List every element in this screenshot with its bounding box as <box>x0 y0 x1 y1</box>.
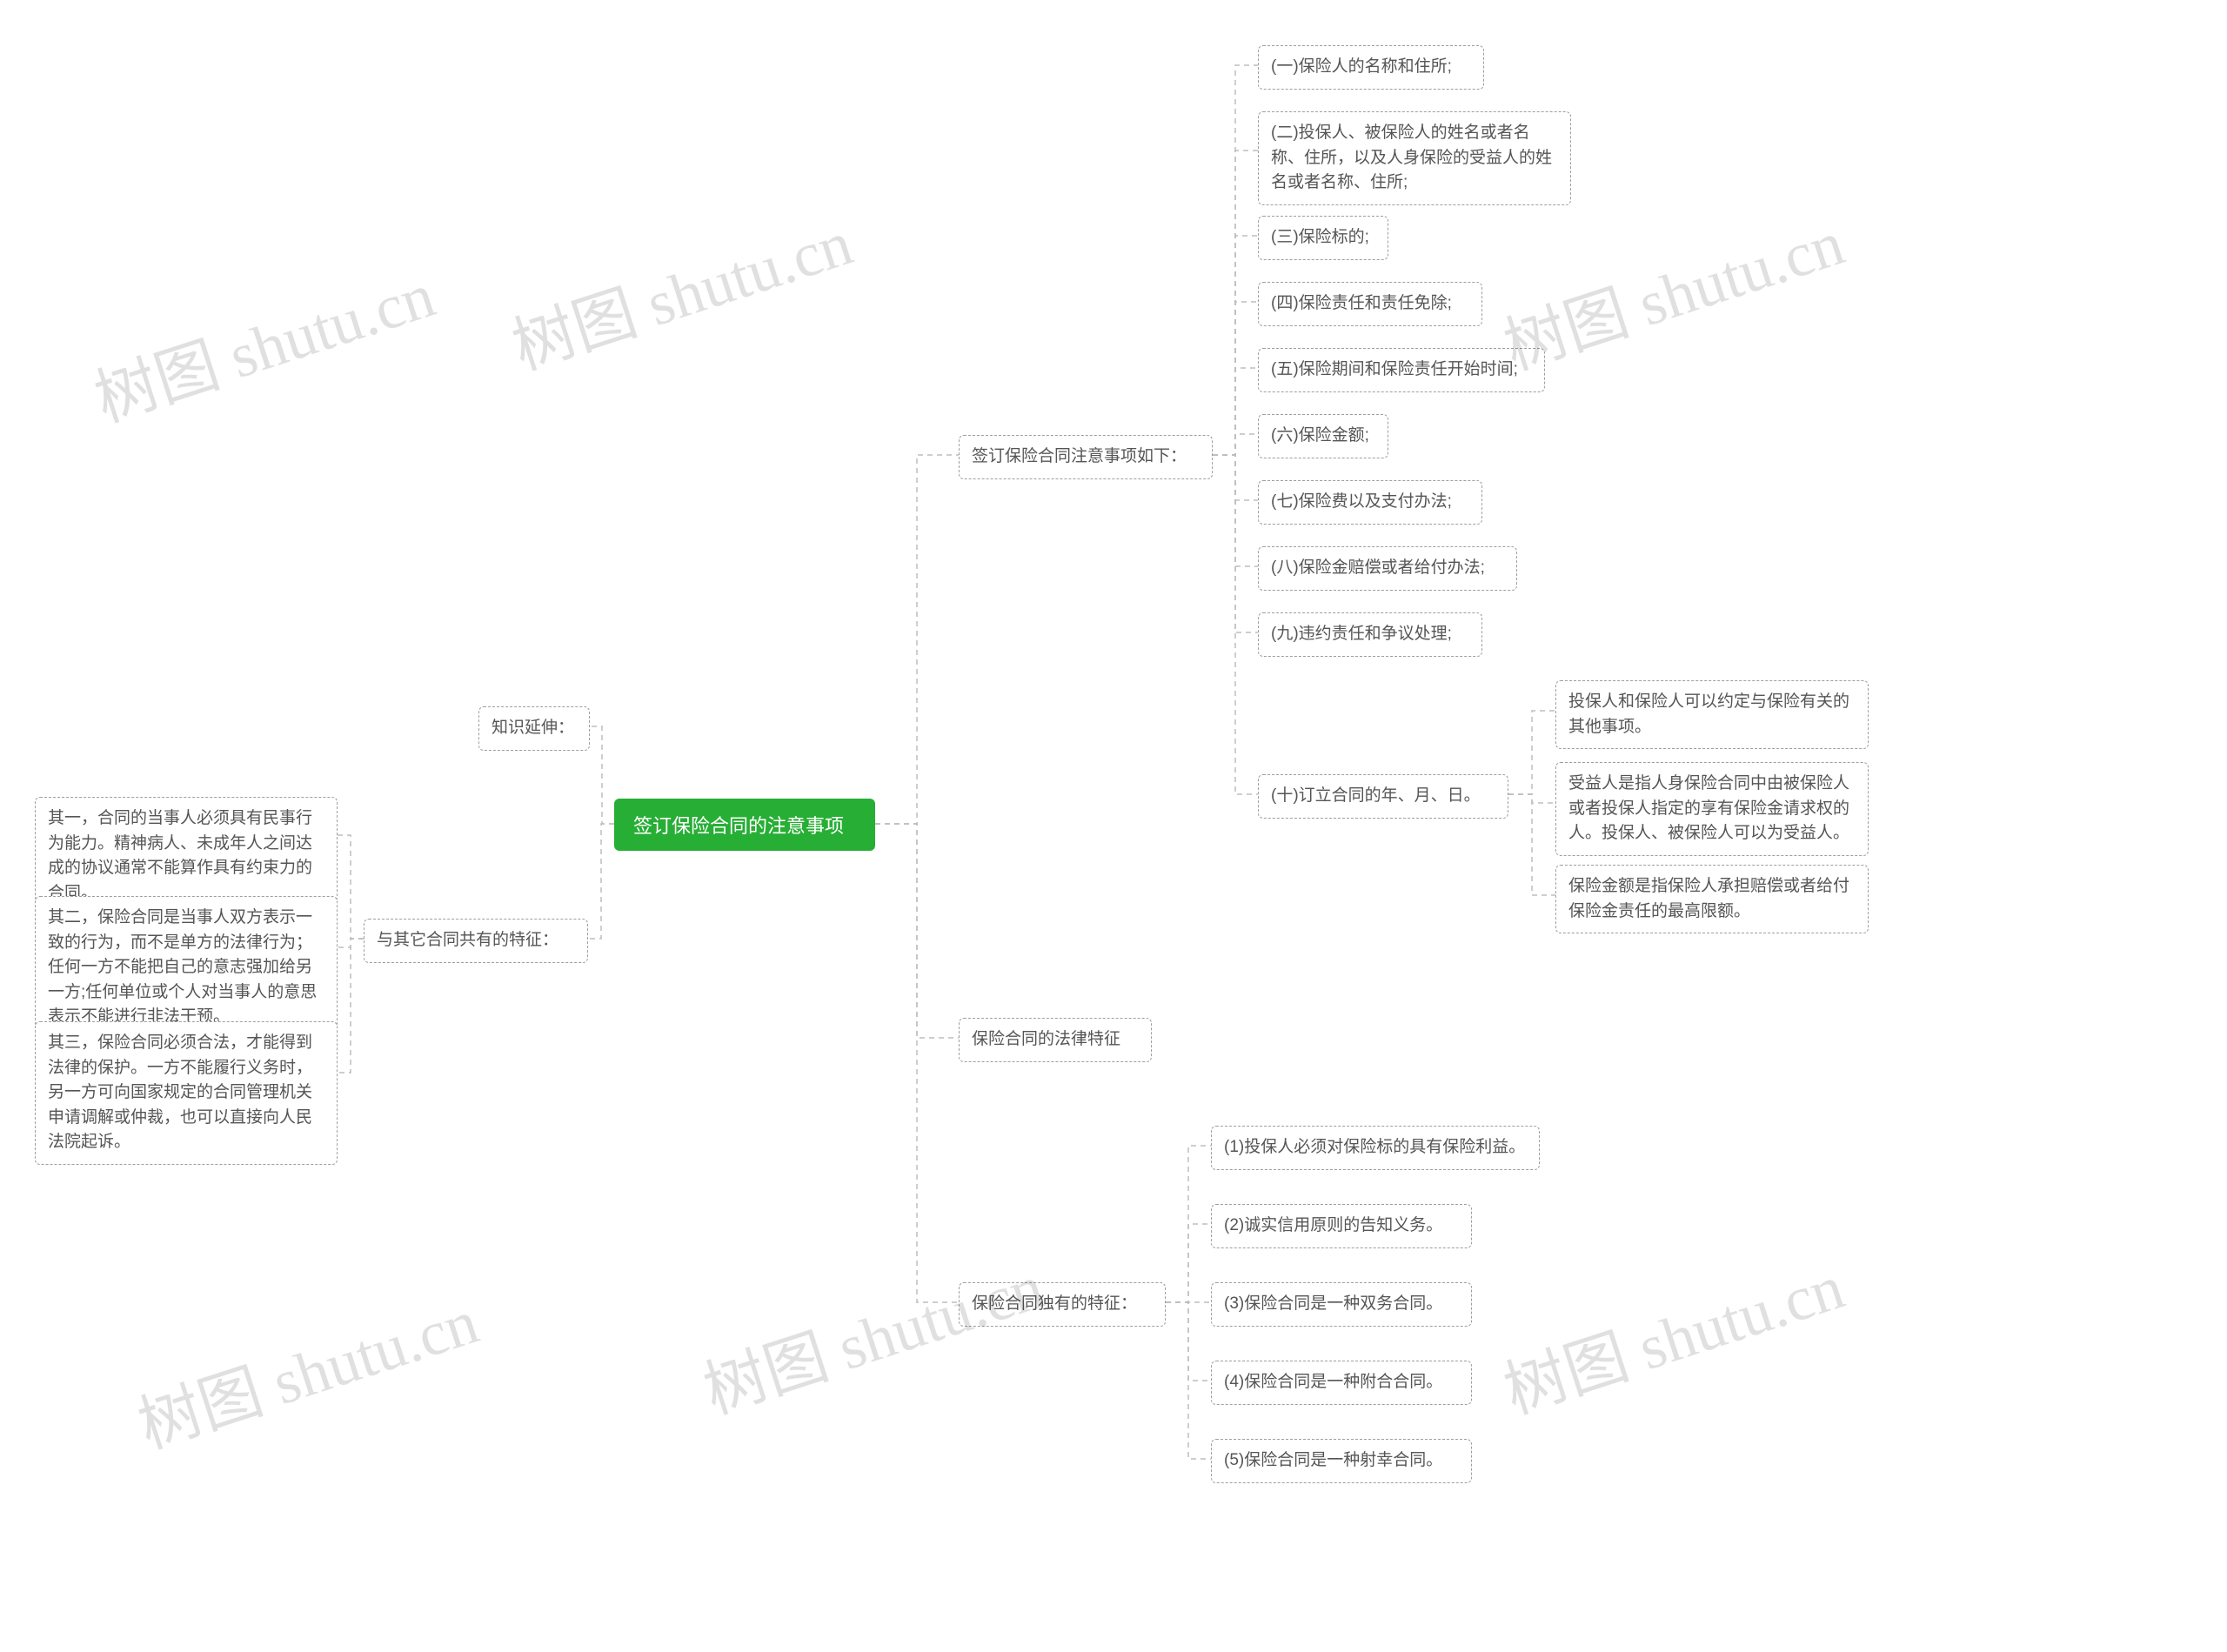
branch-l2: 与其它合同共有的特征： <box>364 919 588 963</box>
leaf-r1a: (一)保险人的名称和住所; <box>1258 45 1484 90</box>
leaf-r1d: (四)保险责任和责任免除; <box>1258 282 1482 326</box>
branch-l1: 知识延伸： <box>478 706 590 751</box>
leaf-l2b: 其二，保险合同是当事人双方表示一致的行为，而不是单方的法律行为；任何一方不能把自… <box>35 896 338 1040</box>
branch-r2: 保险合同的法律特征 <box>959 1018 1152 1062</box>
leaf-r3b: (2)诚实信用原则的告知义务。 <box>1211 1204 1472 1248</box>
leaf-r1j: (十)订立合同的年、月、日。 <box>1258 774 1508 819</box>
leaf-r3c: (3)保险合同是一种双务合同。 <box>1211 1282 1472 1327</box>
leaf-r1i: (九)违约责任和争议处理; <box>1258 612 1482 657</box>
leaf-r1h: (八)保险金赔偿或者给付办法; <box>1258 546 1517 591</box>
leaf-r1f: (六)保险金额; <box>1258 414 1388 458</box>
leaf-r1e: (五)保险期间和保险责任开始时间; <box>1258 348 1545 392</box>
watermark: 树图 shutu.cn <box>1491 1235 1854 1431</box>
leaf-r3d: (4)保险合同是一种附合合同。 <box>1211 1361 1472 1405</box>
watermark: 树图 shutu.cn <box>1491 191 1854 387</box>
leaf-r3a: (1)投保人必须对保险标的具有保险利益。 <box>1211 1126 1540 1170</box>
leaf-r1c: (三)保险标的; <box>1258 216 1388 260</box>
leaf-r1g: (七)保险费以及支付办法; <box>1258 480 1482 525</box>
watermark: 树图 shutu.cn <box>499 191 862 387</box>
watermark: 树图 shutu.cn <box>125 1270 488 1466</box>
leaf-r1b: (二)投保人、被保险人的姓名或者名称、住所，以及人身保险的受益人的姓名或者名称、… <box>1258 111 1571 205</box>
leaf-r1j3: 保险金额是指保险人承担赔偿或者给付保险金责任的最高限额。 <box>1555 865 1869 933</box>
watermark: 树图 shutu.cn <box>82 244 445 439</box>
watermark: 树图 shutu.cn <box>691 1235 1053 1431</box>
leaf-l2c: 其三，保险合同必须合法，才能得到法律的保护。一方不能履行义务时，另一方可向国家规… <box>35 1021 338 1165</box>
root-node: 签订保险合同的注意事项 <box>614 799 875 851</box>
leaf-r1j1: 投保人和保险人可以约定与保险有关的其他事项。 <box>1555 680 1869 749</box>
branch-r1: 签订保险合同注意事项如下： <box>959 435 1213 479</box>
branch-r3: 保险合同独有的特征： <box>959 1282 1166 1327</box>
leaf-r3e: (5)保险合同是一种射幸合同。 <box>1211 1439 1472 1483</box>
leaf-r1j2: 受益人是指人身保险合同中由被保险人或者投保人指定的享有保险金请求权的人。投保人、… <box>1555 762 1869 856</box>
